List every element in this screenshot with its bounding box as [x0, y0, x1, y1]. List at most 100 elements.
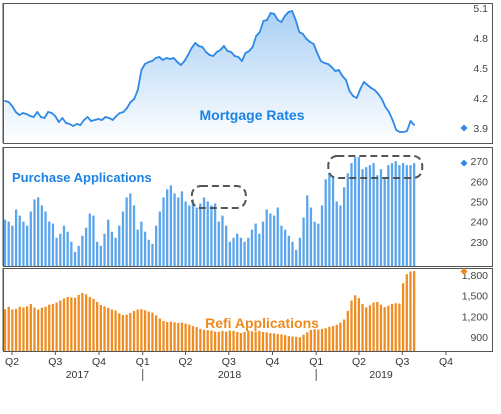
- refi-bar: [166, 321, 169, 351]
- rates-point: [341, 75, 344, 77]
- rates-point: [276, 19, 279, 21]
- purchase-bar: [342, 187, 346, 266]
- purchase-bar: [243, 241, 246, 266]
- rates-point: [172, 57, 175, 59]
- rates-point: [212, 55, 215, 57]
- refi-bar: [77, 294, 80, 351]
- purchase-bar: [331, 177, 335, 266]
- rates-point: [395, 129, 398, 131]
- purchase-bar: [88, 213, 91, 266]
- rates-point: [50, 112, 53, 114]
- purchase-bar: [121, 211, 125, 266]
- refi-bar: [280, 334, 283, 351]
- rates-point: [273, 13, 276, 15]
- rates-point: [319, 60, 322, 62]
- bar-layer: [3, 157, 416, 351]
- rates-point: [384, 106, 387, 108]
- purchase-bar: [269, 213, 272, 266]
- last-value-marker-1: [460, 159, 468, 167]
- rates-point: [133, 98, 136, 100]
- purchase-bar: [7, 221, 10, 266]
- purchase-bar: [151, 243, 154, 266]
- purchase-bar: [236, 233, 239, 266]
- purchase-bar: [154, 225, 158, 266]
- purchase-bar: [114, 237, 117, 266]
- purchase-bar: [51, 223, 55, 266]
- rates-point: [258, 31, 261, 33]
- y-tick-label: 4.2: [473, 93, 488, 105]
- highlight-box-1: [190, 185, 247, 209]
- purchase-bar: [29, 211, 32, 266]
- refi-bar: [357, 298, 361, 351]
- purchase-bar: [173, 193, 176, 266]
- refi-bar: [92, 298, 95, 351]
- y-tick-label: 5.1: [473, 3, 488, 15]
- refi-bar: [11, 309, 14, 351]
- refi-bar: [225, 331, 228, 351]
- x-quarter-label: Q2: [178, 356, 192, 368]
- purchase-bar: [84, 227, 88, 266]
- purchase-bar: [291, 241, 294, 266]
- refi-bar: [3, 309, 7, 351]
- refi-bar: [354, 295, 357, 351]
- purchase-bar: [37, 197, 40, 266]
- purchase-bar: [232, 237, 235, 266]
- purchase-bar: [118, 225, 121, 266]
- refi-bar: [184, 323, 187, 351]
- refi-bar: [368, 305, 372, 351]
- rates-point: [287, 11, 290, 13]
- refi-bar: [221, 330, 224, 351]
- purchase-bar: [44, 211, 47, 266]
- refi-bar: [162, 320, 165, 351]
- rates-point: [230, 51, 233, 53]
- purchase-bar: [376, 175, 379, 266]
- refi-bar: [387, 305, 390, 351]
- refi-bar: [309, 329, 313, 351]
- rates-point: [90, 120, 92, 122]
- purchase-bar: [221, 215, 224, 266]
- rates-point: [208, 54, 211, 56]
- refi-bar: [236, 331, 239, 351]
- y-tick-label: 1,500: [462, 291, 488, 303]
- purchase-bar: [361, 169, 364, 266]
- rates-point: [97, 118, 100, 120]
- annotation-layer: [190, 155, 424, 209]
- refi-bar: [247, 330, 250, 351]
- purchase-bar: [180, 191, 184, 266]
- rates-point: [151, 60, 154, 62]
- rates-point: [337, 69, 340, 71]
- y-tick-label: 240: [470, 217, 488, 229]
- rates-point: [72, 125, 75, 127]
- refi-bar: [147, 311, 150, 351]
- purchase-bar: [217, 221, 220, 266]
- refi-bar: [320, 328, 324, 351]
- purchase-bar: [73, 251, 77, 266]
- rates-point: [363, 81, 365, 83]
- rates-point: [215, 51, 218, 53]
- refi-bar: [213, 331, 217, 351]
- x-year-label: 2019: [369, 369, 393, 381]
- purchase-bar: [132, 205, 136, 266]
- refi-bar: [284, 335, 287, 351]
- refi-bar: [70, 297, 73, 351]
- refi-bar: [276, 334, 279, 351]
- rates-point: [323, 62, 326, 64]
- purchase-bar: [62, 225, 66, 266]
- refi-bar: [342, 319, 346, 351]
- refi-bar: [136, 309, 139, 351]
- purchase-bar: [302, 217, 305, 266]
- rates-point: [83, 119, 85, 121]
- refi-bar: [350, 300, 353, 351]
- y-tick-label: 1,200: [462, 311, 488, 323]
- refi-bar: [114, 310, 117, 351]
- refi-bar: [306, 332, 309, 351]
- refi-bar: [394, 303, 397, 351]
- refi-applications-title: Refi Applications: [205, 315, 319, 331]
- rates-point: [248, 50, 251, 52]
- rates-point: [43, 117, 46, 119]
- rates-point: [22, 112, 24, 114]
- rates-point: [169, 58, 172, 60]
- rates-point: [65, 122, 67, 124]
- rates-point: [68, 123, 71, 125]
- refi-bar: [379, 304, 383, 351]
